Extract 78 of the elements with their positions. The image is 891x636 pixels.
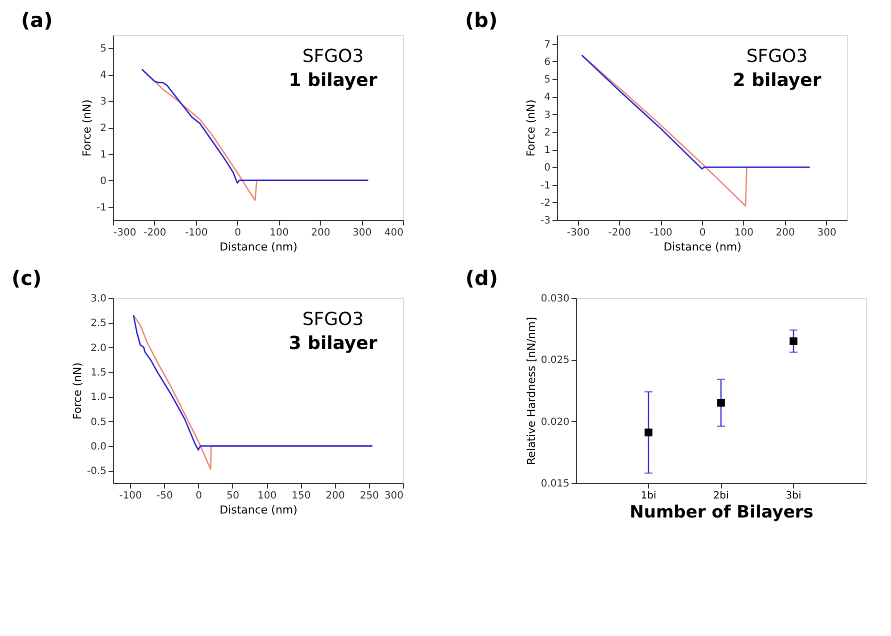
- y-tick-label: 2: [100, 123, 106, 134]
- annotation: SFGO3: [302, 46, 364, 67]
- y-tick-label: 3: [544, 110, 550, 121]
- y-tick-label: -2: [540, 198, 550, 209]
- annotation: 3 bilayer: [288, 333, 378, 354]
- x-tick-label: 50: [226, 490, 240, 502]
- x-tick-label: 200: [326, 490, 345, 502]
- x-tick-label: 2bi: [713, 490, 729, 502]
- y-tick-label: 1: [544, 145, 550, 156]
- y-tick-label: 5: [544, 74, 550, 86]
- annotation: SFGO3: [302, 309, 364, 330]
- x-tick-label: 0: [699, 228, 706, 238]
- point: [790, 337, 798, 346]
- x-tick-label: 0: [234, 228, 241, 238]
- x-axis-title: Number of Bilayers: [630, 502, 814, 522]
- y-tick-label: 0.025: [540, 355, 570, 366]
- y-tick-label: 0.020: [540, 416, 570, 428]
- y-tick-label: 1: [100, 149, 106, 160]
- y-tick-label: 6: [544, 56, 550, 68]
- y-tick-label: 0: [544, 162, 550, 174]
- x-tick-label: 1bi: [640, 490, 656, 502]
- point: [717, 398, 725, 407]
- chart-title: (a): [21, 8, 53, 32]
- y-tick-label: 3.0: [90, 294, 106, 304]
- y-tick-label: 0.0: [90, 442, 106, 452]
- y-axis-title: Force (nN): [70, 362, 84, 420]
- y-axis-title: Force (nN): [524, 99, 538, 157]
- y-tick-label: 3: [100, 96, 106, 108]
- y-tick-label: 0.015: [540, 478, 570, 490]
- x-tick-label: -100: [185, 228, 208, 238]
- x-tick-label: 100: [734, 228, 754, 238]
- x-tick-label: -300: [566, 228, 590, 238]
- x-tick-label: 100: [257, 490, 277, 502]
- annotation: 2 bilayer: [732, 70, 822, 91]
- x-tick-label: -300: [114, 228, 136, 238]
- y-tick-label: -1: [96, 202, 106, 214]
- y-tick-label: -1: [540, 180, 550, 192]
- x-tick-label: 3bi: [786, 490, 802, 502]
- x-tick-label: 100: [270, 228, 289, 238]
- y-tick-label: 2.5: [90, 318, 106, 330]
- y-tick-label: 2: [544, 127, 550, 138]
- y-tick-label: -3: [540, 216, 550, 226]
- y-tick-label: 4: [544, 92, 550, 104]
- y-tick-label: 1.0: [90, 392, 106, 404]
- chart-title: (d): [465, 266, 498, 290]
- x-tick-label: -100: [650, 228, 672, 238]
- x-tick-label: -100: [119, 490, 142, 502]
- x-axis-title: Distance (nm): [220, 240, 298, 254]
- y-tick-label: 1.5: [90, 368, 106, 378]
- y-tick-label: 4: [100, 70, 106, 82]
- y-tick-label: -0.5: [86, 466, 106, 478]
- x-tick-label: -200: [608, 228, 631, 238]
- x-tick-label: 300: [352, 228, 372, 238]
- x-tick-label: 200: [311, 228, 330, 238]
- chart-title: (c): [11, 266, 42, 290]
- y-tick-label: 0.030: [540, 294, 570, 304]
- annotation: SFGO3: [746, 46, 808, 67]
- x-tick-label: 300: [817, 228, 836, 238]
- y-tick-label: 2.0: [90, 342, 106, 354]
- x-tick-label: 200: [776, 228, 795, 238]
- y-tick-label: 5: [100, 44, 106, 55]
- y-axis-title: Relative Hardness [nN/nm]: [524, 316, 538, 466]
- y-tick-label: 0.5: [90, 416, 106, 428]
- y-tick-label: 7: [544, 39, 550, 50]
- x-tick-label: 300: [384, 490, 404, 502]
- x-tick-label: 150: [292, 490, 311, 502]
- x-tick-label: -200: [144, 228, 166, 238]
- x-tick-label: 400: [384, 228, 404, 238]
- annotation: 1 bilayer: [288, 70, 378, 91]
- y-tick-label: 0: [100, 176, 106, 187]
- x-axis-title: Distance (nm): [220, 504, 298, 516]
- y-axis-title: Force (nN): [80, 99, 94, 157]
- x-axis-title: Distance (nm): [664, 240, 742, 254]
- chart-title: (b): [465, 8, 498, 32]
- x-tick-label: 250: [360, 490, 379, 502]
- x-tick-label: -50: [156, 490, 173, 502]
- x-tick-label: 0: [196, 490, 202, 502]
- point: [644, 428, 652, 436]
